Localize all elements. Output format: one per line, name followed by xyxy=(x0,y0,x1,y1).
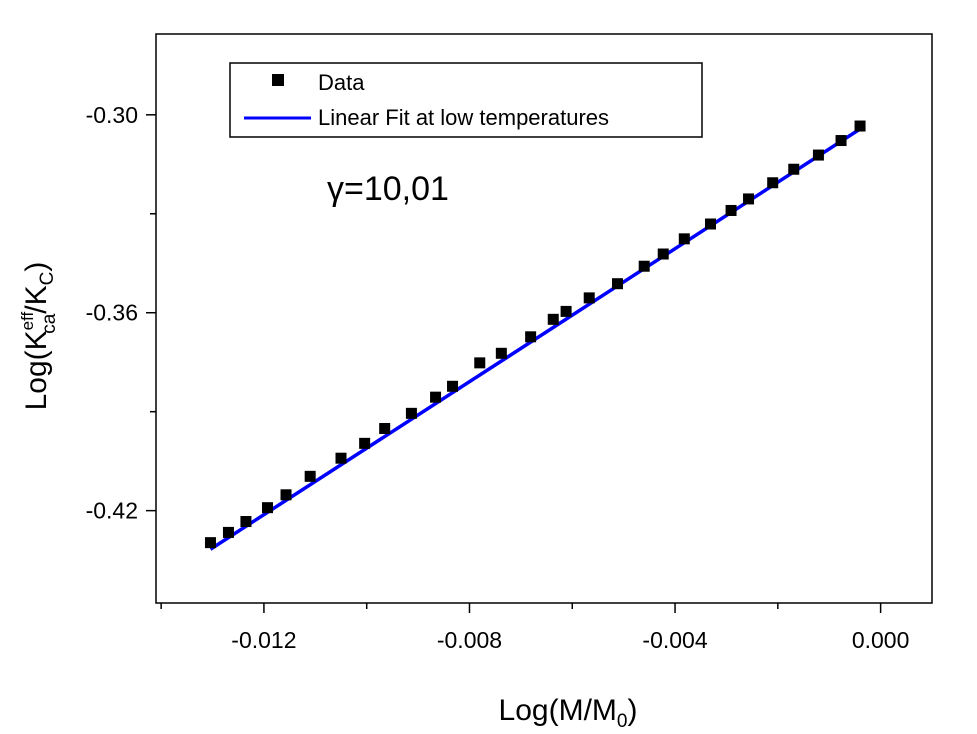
data-point xyxy=(280,489,292,501)
data-point xyxy=(204,537,216,549)
x-axis-title-close: ) xyxy=(627,694,637,727)
data-point xyxy=(262,502,274,514)
x-tick-label: -0.012 xyxy=(231,627,296,653)
y-axis-title-sub2: C xyxy=(37,272,58,286)
y-axis-title-close: ) xyxy=(20,262,53,272)
gamma-annotation: γ=10,01 xyxy=(327,170,449,208)
data-point xyxy=(638,260,650,272)
data-point xyxy=(657,248,669,260)
data-point xyxy=(525,331,537,343)
legend-label-fit: Linear Fit at low temperatures xyxy=(318,105,609,130)
legend-marker-square xyxy=(272,74,284,86)
data-points-group xyxy=(204,120,866,549)
x-axis-title: Log(M/M0) xyxy=(499,694,638,732)
data-point xyxy=(359,437,371,449)
x-tick-label: 0.000 xyxy=(852,627,910,653)
data-point xyxy=(430,391,442,403)
legend-label-data: Data xyxy=(318,70,365,95)
data-point xyxy=(611,278,623,290)
data-point xyxy=(495,347,507,359)
data-point xyxy=(474,357,486,369)
data-point xyxy=(447,380,459,392)
data-point xyxy=(335,452,347,464)
x-tick-label: -0.004 xyxy=(642,627,707,653)
legend-box xyxy=(229,62,703,138)
data-point xyxy=(854,120,866,132)
data-point xyxy=(788,163,800,175)
data-point xyxy=(405,407,417,419)
y-axis-title-main: Log(K xyxy=(20,330,53,410)
data-point xyxy=(560,305,572,317)
plot-frame-group xyxy=(155,33,933,604)
data-point xyxy=(547,313,559,325)
data-point xyxy=(725,204,737,216)
data-point xyxy=(240,516,252,528)
data-point xyxy=(379,423,391,435)
x-axis-ticks: -0.012 -0.008 -0.004 0.000 xyxy=(160,603,910,653)
legend: Data Linear Fit at low temperatures xyxy=(229,62,703,138)
y-axis-ticks: -0.30 -0.36 -0.42 xyxy=(86,102,156,524)
data-point xyxy=(812,149,824,161)
data-point xyxy=(743,193,755,205)
x-tick-label: -0.008 xyxy=(437,627,502,653)
y-tick-label: -0.30 xyxy=(86,102,138,128)
y-axis-title: Log(Keff ca/KC) xyxy=(18,262,60,411)
y-tick-label: -0.36 xyxy=(86,300,138,326)
data-point xyxy=(767,177,779,189)
data-point xyxy=(583,292,595,304)
y-axis-title-sub: ca xyxy=(39,313,60,334)
y-tick-label: -0.42 xyxy=(86,498,138,524)
data-point xyxy=(835,135,847,147)
y-axis-title-sup: eff xyxy=(18,311,37,330)
x-axis-title-sub: 0 xyxy=(617,711,628,732)
data-point xyxy=(304,470,316,482)
plot-frame xyxy=(155,33,933,604)
data-point xyxy=(222,526,234,538)
y-axis-title-mid: /K xyxy=(20,285,53,313)
data-point xyxy=(678,233,690,245)
x-axis-title-main: Log(M/M xyxy=(499,694,617,727)
data-point xyxy=(705,218,717,230)
